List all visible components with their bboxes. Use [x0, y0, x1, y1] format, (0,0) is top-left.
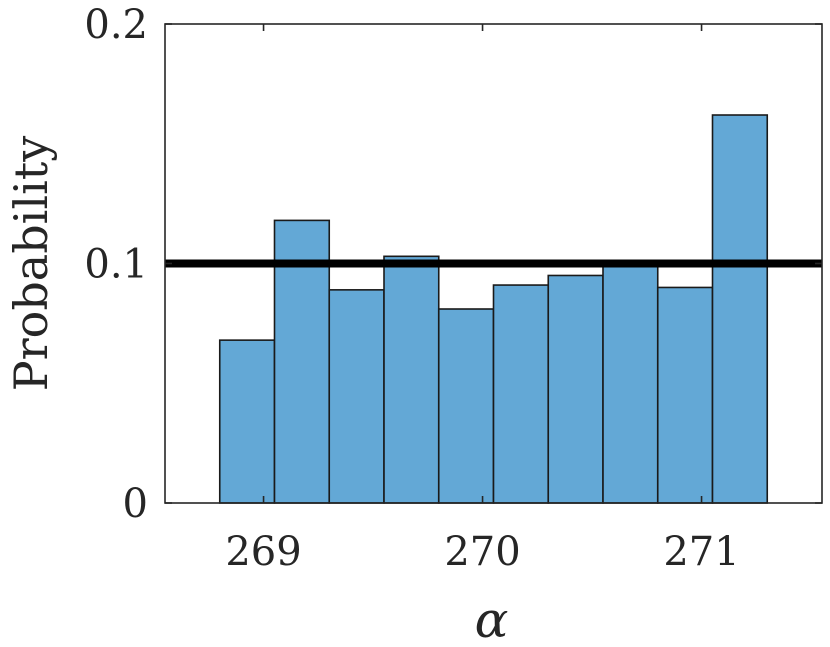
- histogram-bars: [218, 114, 769, 504]
- histogram-bar: [218, 339, 276, 504]
- x-tick-label: 270: [444, 529, 520, 575]
- y-axis-ticks: 0 0.1 0.2: [84, 2, 822, 527]
- y-tick-label: 0.2: [84, 2, 148, 48]
- x-tick-label: 269: [225, 529, 301, 575]
- histogram-bar: [711, 114, 769, 504]
- x-axis-title: α: [475, 591, 509, 647]
- histogram-bar: [492, 284, 550, 504]
- x-tick-label: 271: [663, 529, 739, 575]
- histogram-bar: [547, 274, 604, 504]
- x-axis-ticks: 269 270 271: [225, 24, 740, 575]
- y-axis-title: Probability: [4, 136, 58, 392]
- histogram-bar: [656, 286, 714, 504]
- histogram-bar: [328, 289, 385, 504]
- y-tick-label: 0: [123, 481, 148, 527]
- histogram-bar: [383, 255, 440, 504]
- histogram-bar: [602, 265, 659, 504]
- histogram-bar: [437, 308, 495, 504]
- y-tick-label: 0.1: [84, 242, 148, 288]
